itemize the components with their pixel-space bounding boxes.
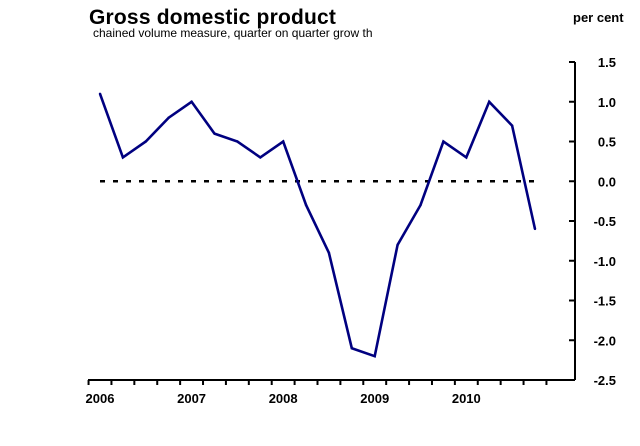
series-group [98,92,537,358]
data-point [281,140,285,143]
data-point [259,156,262,159]
tick-labels: 1.5 1.0 0.5 0.0 -0.5 -1.0 -1.5 -2.0 -2.5 2006 2007… [86,55,616,406]
data-point [419,203,422,207]
y-tick-label: -2.5 [594,373,616,388]
x-tick-label: 2008 [269,391,298,406]
y-axis-unit-label: per cent [573,10,624,25]
x-tick-label: 2006 [86,391,115,406]
data-point [488,100,491,103]
y-tick-label: 1.0 [598,95,616,110]
y-tick-label: 0.5 [598,135,616,150]
data-point [327,251,331,254]
y-tick-label: -2.0 [594,333,616,348]
data-point [144,140,147,143]
data-point [533,227,537,231]
data-point [350,347,354,350]
x-tick-label: 2009 [360,391,389,406]
data-point [121,156,125,159]
data-point [510,124,514,127]
data-point [465,156,468,159]
x-tick-label: 2010 [452,391,481,406]
data-point [98,92,102,96]
data-point [304,203,308,207]
y-tick-label: -0.5 [594,214,616,229]
y-tick-label: -1.5 [594,294,616,309]
chart-title: Gross domestic product [89,6,337,29]
data-point [167,116,170,119]
chart-subtitle: chained volume measure, quarter on quart… [93,26,373,40]
data-point [236,140,239,143]
y-tick-label: -1.0 [594,254,616,269]
y-tick-label: 1.5 [598,55,616,70]
data-point [373,354,376,358]
y-tick-label: 0.0 [598,174,616,189]
gdp-growth-line [98,93,537,358]
x-tick-label: 2007 [177,391,206,406]
data-point [396,243,399,247]
data-point [442,140,445,143]
data-point [190,100,193,103]
axes [87,61,576,385]
data-point [213,132,216,135]
